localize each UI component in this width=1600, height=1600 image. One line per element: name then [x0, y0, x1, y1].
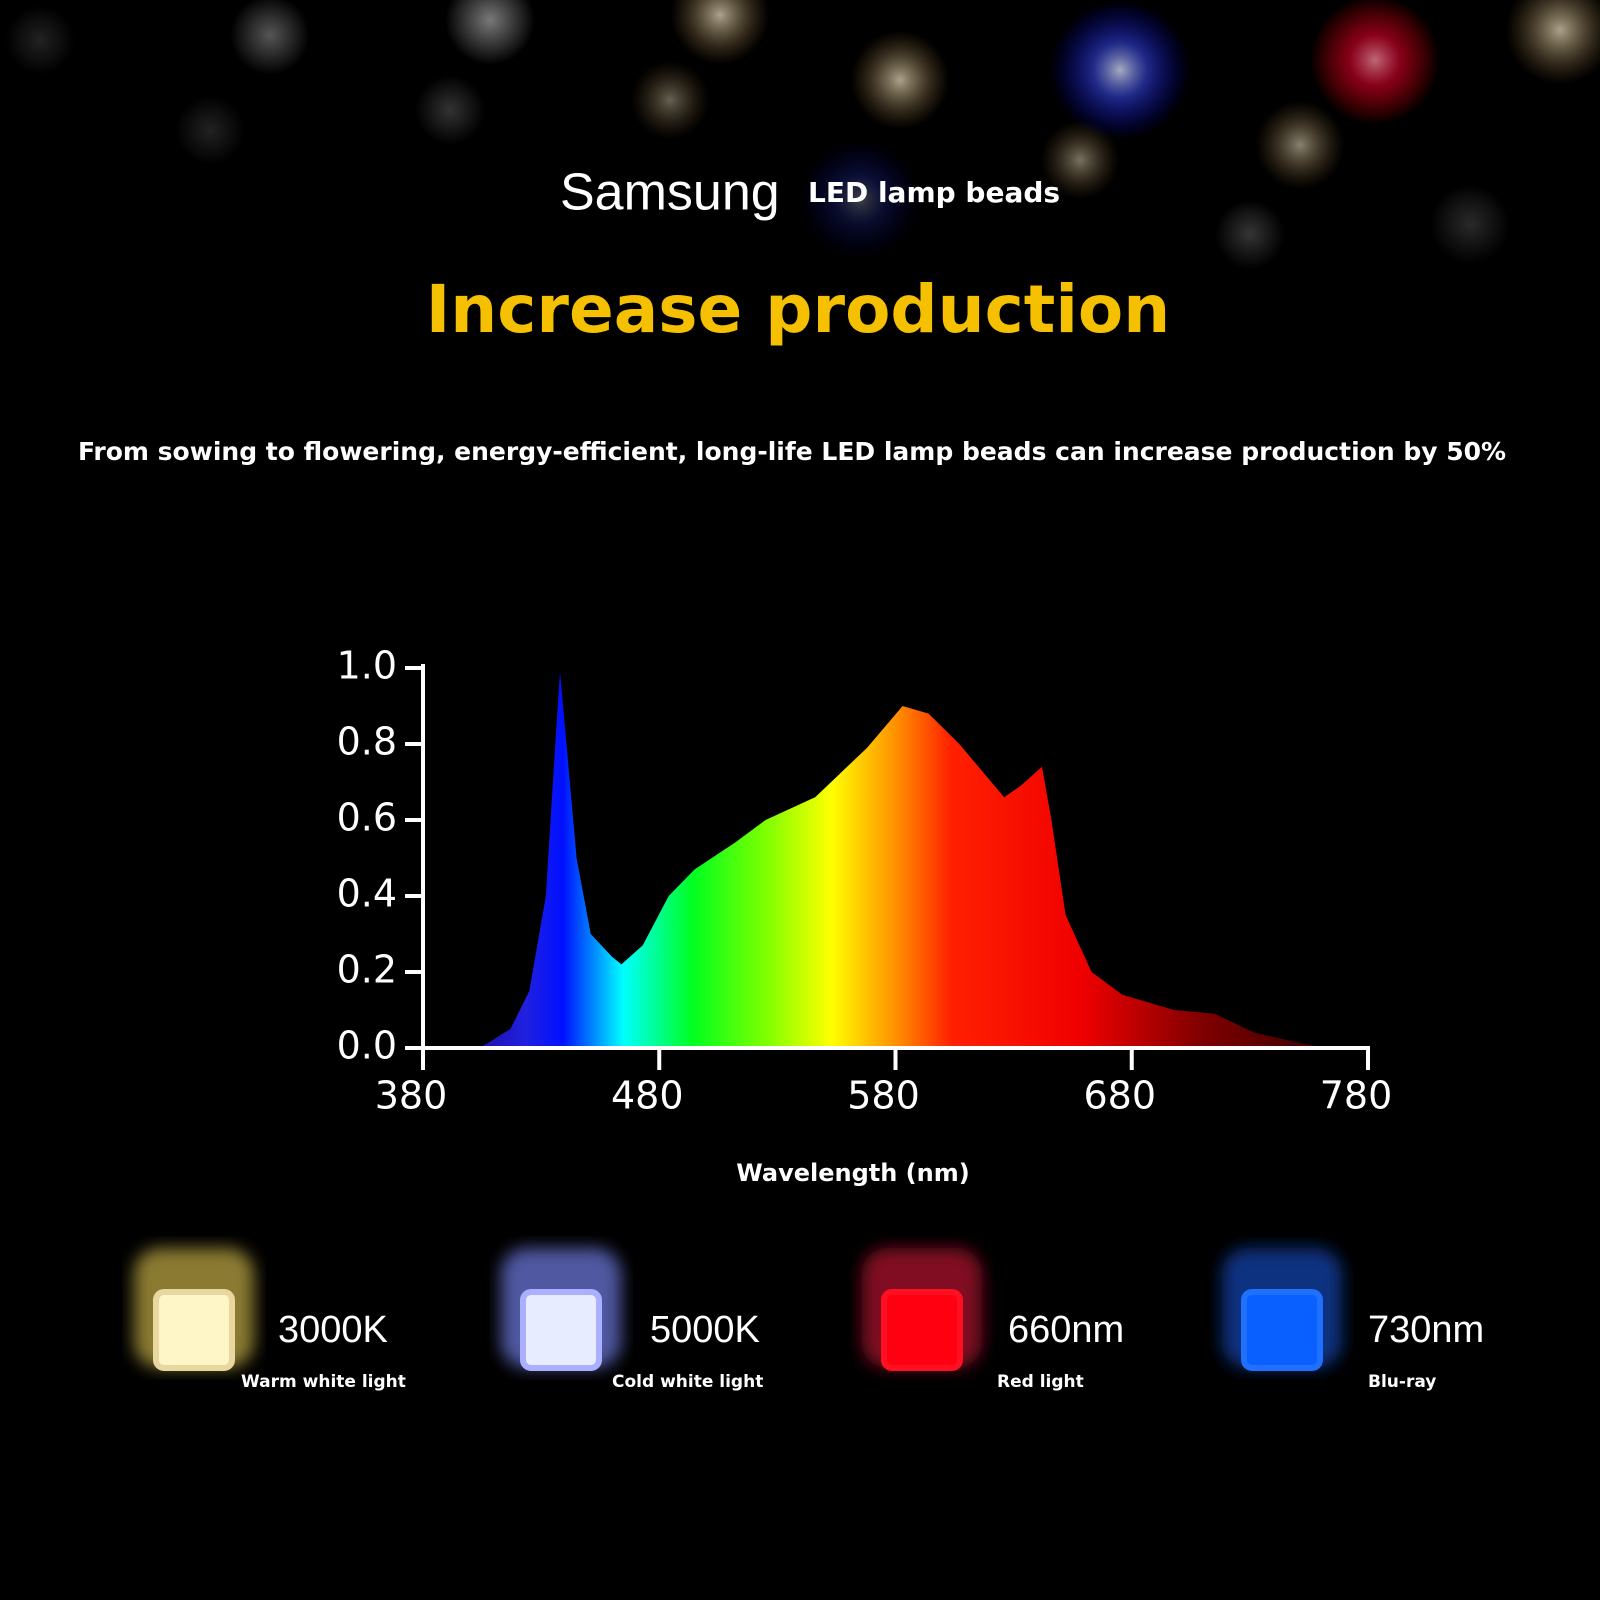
led-chip: [881, 1289, 963, 1371]
led-chip: [153, 1289, 235, 1371]
chart: 0.0 0.2 0.4 0.6 0.8 1.0 380 480 580 680 780: [337, 644, 1393, 1118]
x-tick-label: 380: [375, 1074, 448, 1118]
led-label: Red light: [997, 1372, 1084, 1392]
title: Increase production: [426, 271, 1171, 348]
bokeh-background: [0, 0, 1600, 420]
brand: Samsung: [560, 164, 780, 222]
spectrum-area: [479, 671, 1328, 1048]
y-tick-label: 0.0: [337, 1024, 397, 1068]
subtitle: From sowing to flowering, energy-efficie…: [78, 437, 1506, 466]
led-title: 660nm: [1008, 1309, 1124, 1351]
y-tick-label: 0.4: [337, 872, 397, 916]
product: LED lamp beads: [808, 176, 1060, 209]
led-title: 3000K: [278, 1309, 388, 1351]
y-tick-label: 0.8: [337, 720, 397, 764]
y-tick-label: 1.0: [337, 644, 397, 688]
x-axis-label: Wavelength (nm): [736, 1159, 969, 1187]
led-label: Blu-ray: [1368, 1372, 1436, 1392]
led-title: 5000K: [650, 1309, 760, 1351]
y-tick-label: 0.6: [337, 796, 397, 840]
led-chip: [1241, 1289, 1323, 1371]
led-list: 3000K Warm white light 5000K Cold white lig…: [134, 1248, 1484, 1392]
led-label: Cold white light: [612, 1372, 763, 1392]
led-title: 730nm: [1368, 1309, 1484, 1351]
led-chip: [520, 1289, 602, 1371]
led-label: Warm white light: [241, 1372, 406, 1392]
x-tick-label: 780: [1320, 1074, 1393, 1118]
x-tick-label: 480: [611, 1074, 684, 1118]
x-tick-label: 580: [847, 1074, 920, 1118]
x-tick-label: 680: [1083, 1074, 1156, 1118]
y-tick-label: 0.2: [337, 948, 397, 992]
